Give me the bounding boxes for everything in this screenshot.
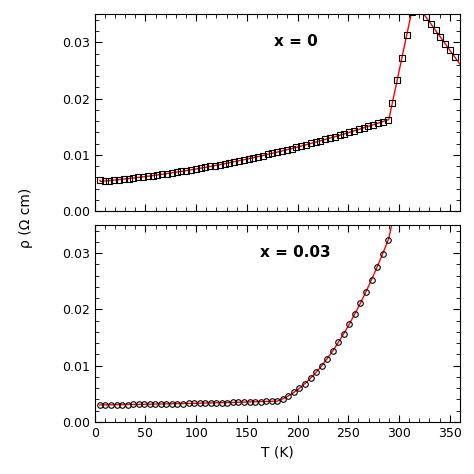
X-axis label: T (K): T (K) (261, 445, 294, 459)
Text: x = 0: x = 0 (273, 34, 318, 49)
Text: ρ (Ω cm): ρ (Ω cm) (19, 188, 33, 248)
Text: x = 0.03: x = 0.03 (260, 245, 331, 260)
